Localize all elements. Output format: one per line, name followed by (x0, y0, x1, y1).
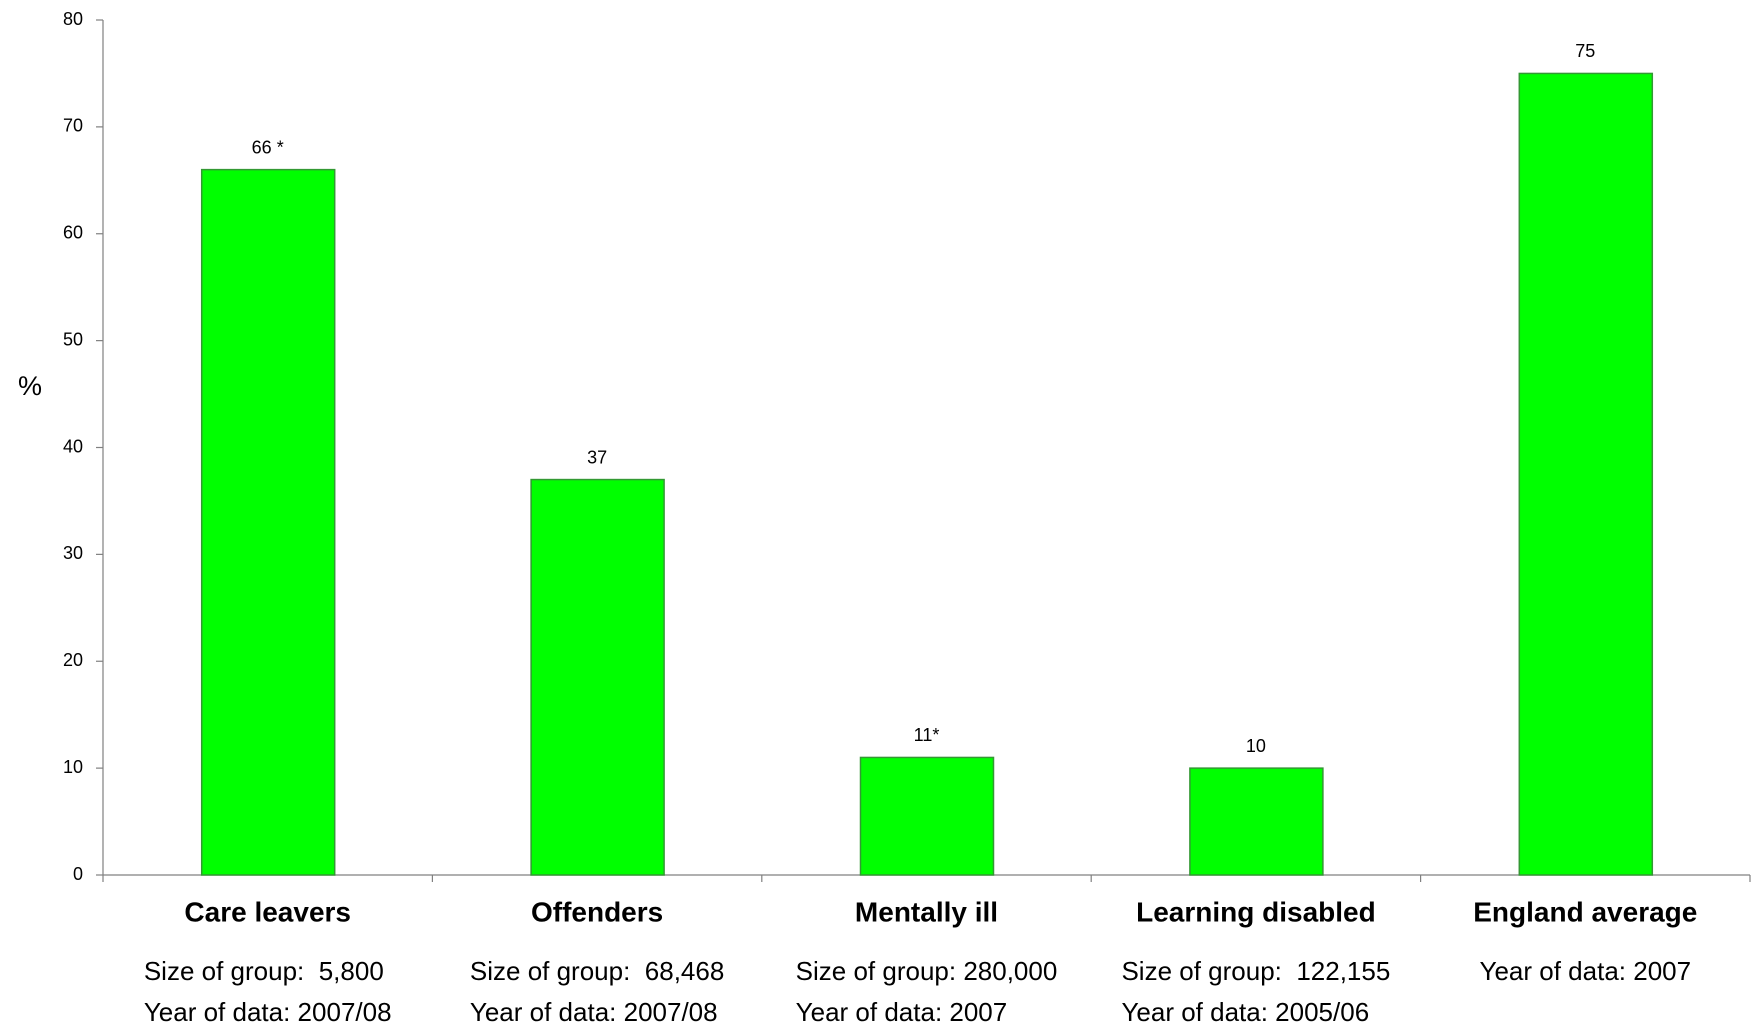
data-label: 75 (1575, 41, 1595, 61)
data-label: 37 (587, 447, 607, 467)
data-label: 10 (1246, 736, 1266, 756)
category-note: Year of data: 2005/06 (1121, 997, 1369, 1027)
y-tick-label: 0 (73, 864, 83, 884)
x-tick-label: Learning disabled (1136, 896, 1376, 927)
y-tick-label: 10 (63, 757, 83, 777)
category-note: Size of group: 5,800 (144, 956, 384, 986)
category-note: Year of data: 2007 (796, 997, 1008, 1027)
bar (1189, 767, 1324, 876)
bar (200, 168, 336, 876)
category-note: Year of data: 2007/08 (470, 997, 718, 1027)
category-note: Year of data: 2007 (1480, 956, 1692, 986)
x-tick-label: Mentally ill (855, 896, 998, 927)
bar (1518, 72, 1654, 876)
category-note: Size of group: 68,468 (470, 956, 724, 986)
category-note: Year of data: 2007/08 (144, 997, 392, 1027)
y-tick-label: 30 (63, 543, 83, 563)
y-tick-label: 70 (63, 116, 83, 136)
y-tick-label: 50 (63, 329, 83, 349)
data-label: 66 * (252, 137, 284, 157)
y-tick-label: 20 (63, 650, 83, 670)
bar (859, 756, 995, 876)
x-tick-label: Care leavers (184, 896, 351, 927)
y-tick-label: 40 (63, 436, 83, 456)
category-note: Size of group: 280,000 (796, 956, 1058, 986)
y-axis-label: % (18, 371, 42, 401)
x-tick-label: Offenders (531, 896, 663, 927)
y-tick-label: 60 (63, 223, 83, 243)
data-label: 11* (914, 725, 940, 745)
y-tick-label: 80 (63, 9, 83, 29)
x-tick-label: England average (1473, 896, 1697, 927)
bar (530, 478, 665, 876)
category-note: Size of group: 122,155 (1121, 956, 1390, 986)
